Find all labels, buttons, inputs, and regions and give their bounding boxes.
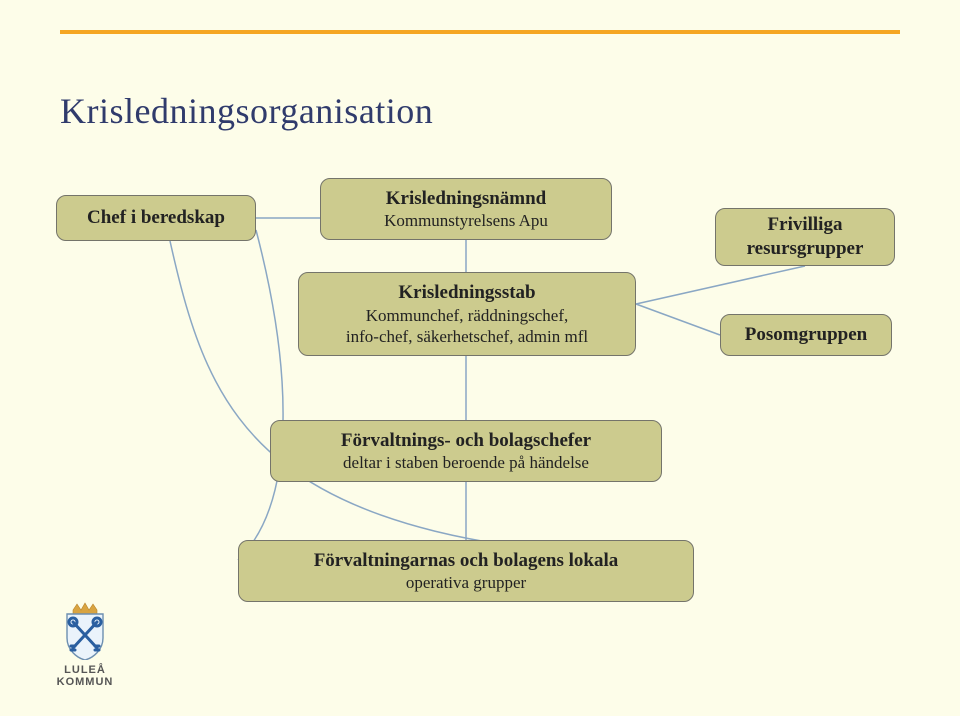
- box-krisledningsstab: Krisledningsstab Kommunchef, räddningsch…: [298, 272, 636, 356]
- page-title: Krisledningsorganisation: [60, 90, 433, 132]
- shield-icon: [57, 600, 113, 660]
- slide: Krisledningsorganisation Chef i beredska…: [0, 0, 960, 716]
- box-sublabel: Kommunstyrelsens Apu: [384, 210, 548, 231]
- logo-text: LULEÅ KOMMUN: [40, 664, 130, 688]
- connector-line: [636, 304, 720, 335]
- box-sublabel: deltar i staben beroende på händelse: [343, 452, 589, 473]
- box-label: Förvaltnings- och bolagschefer: [341, 429, 591, 453]
- box-sublabel: operativa grupper: [406, 572, 526, 593]
- box-frivilliga-resursgrupper: Frivilliga resursgrupper: [715, 208, 895, 266]
- header-rule: [60, 30, 900, 34]
- box-chef-i-beredskap: Chef i beredskap: [56, 195, 256, 241]
- box-lokala-operativa-grupper: Förvaltningarnas och bolagens lokala ope…: [238, 540, 694, 602]
- box-posomgruppen: Posomgruppen: [720, 314, 892, 356]
- lulea-kommun-logo: LULEÅ KOMMUN: [40, 600, 130, 688]
- box-krisledningsnamnd: Krisledningsnämnd Kommunstyrelsens Apu: [320, 178, 612, 240]
- box-label: Krisledningsnämnd: [386, 187, 547, 211]
- box-label: Förvaltningarnas och bolagens lokala: [314, 549, 619, 573]
- box-sublabel: resursgrupper: [747, 237, 864, 261]
- box-label: Frivilliga: [768, 213, 843, 237]
- connector-line: [636, 266, 805, 304]
- box-sublabel: Kommunchef, räddningschef,: [366, 305, 569, 326]
- box-sublabel: info-chef, säkerhetschef, admin mfl: [346, 326, 588, 347]
- box-forvaltnings-bolagschefer: Förvaltnings- och bolagschefer deltar i …: [270, 420, 662, 482]
- connector-line: [238, 230, 283, 560]
- box-label: Posomgruppen: [745, 323, 867, 347]
- box-label: Krisledningsstab: [398, 281, 535, 305]
- box-label: Chef i beredskap: [87, 206, 225, 230]
